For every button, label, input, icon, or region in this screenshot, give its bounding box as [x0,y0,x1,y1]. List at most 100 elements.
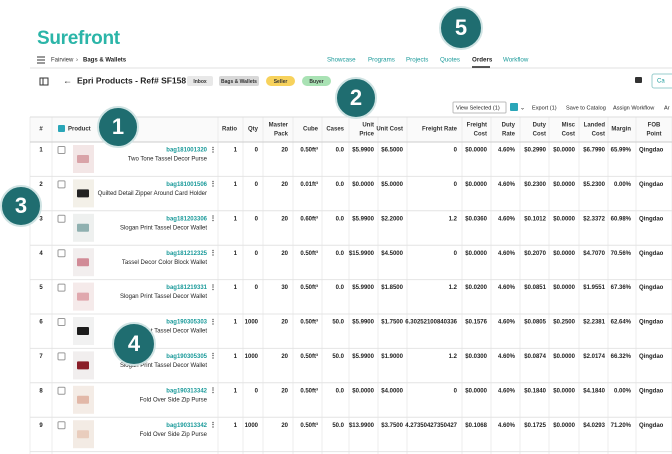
column-header[interactable]: Cost [592,132,605,138]
column-header[interactable]: Unit Cost [376,127,403,133]
column-header[interactable]: Cube [303,127,319,133]
cell: Qingdao [639,388,664,394]
panel-icon[interactable] [39,77,49,86]
row-checkbox[interactable] [57,146,66,154]
tag [187,76,213,86]
logo[interactable]: Surefront [37,28,121,49]
row-menu[interactable]: ⋮ [210,146,217,154]
cell: 20 [281,423,288,429]
column-header[interactable]: Landed [584,123,606,129]
nav-link[interactable]: Quotes [440,57,460,64]
product-code[interactable]: bag181212325 [166,251,207,257]
nav-link[interactable]: Workflow [503,57,529,64]
product-code[interactable]: bag190313342 [166,423,207,429]
row-menu[interactable]: ⋮ [210,283,217,291]
column-header[interactable]: Point [647,132,662,138]
column-header[interactable]: Cost [474,132,487,138]
column-header[interactable]: Freight [467,123,487,129]
callout-circle [112,322,156,366]
cell: 0.0 [336,148,345,154]
column-header[interactable]: Freight Rate [422,127,458,133]
cell: 1.2 [449,216,458,222]
cell: 20 [281,388,288,394]
toolbar-item[interactable]: View Selected (1) [456,105,500,111]
column-header[interactable]: Duty [533,123,547,129]
product-code[interactable]: bag181219331 [166,285,207,291]
column-header[interactable]: Rate [502,132,516,138]
column-header[interactable]: Unit [362,123,374,129]
product-code[interactable]: bag181203306 [166,216,207,222]
row-checkbox[interactable] [57,318,66,326]
product-code[interactable]: bag181001506 [166,182,207,188]
toolbar-item[interactable]: Assign Workflow [613,105,655,111]
callout-number: 5 [455,15,467,40]
tag-label: Seller [274,79,288,85]
product-thumbnail-item [77,189,89,198]
row-menu[interactable]: ⋮ [210,387,217,395]
row-menu[interactable]: ⋮ [210,180,217,188]
cell: Qingdao [639,423,664,429]
column-header[interactable]: Pack [274,132,289,138]
column-header[interactable]: Misc [562,123,576,129]
column-header[interactable]: Qty [248,127,259,133]
cell: 0.0 [336,216,345,222]
row-number: 5 [39,285,43,291]
header-checkbox[interactable] [58,125,65,132]
toolbar-item[interactable]: Save to Catalog [566,105,606,111]
callout-number: 3 [15,193,27,218]
column-header[interactable]: Price [359,132,374,138]
row-checkbox[interactable] [57,214,66,223]
column-header[interactable]: Product [68,127,91,133]
column-header[interactable]: # [39,127,43,133]
product-thumbnail-item [77,223,89,232]
product-code[interactable]: bag190305303 [166,320,207,326]
select-checkbox[interactable] [510,103,518,111]
column-header[interactable]: Margin [611,127,631,133]
product-thumbnail-item [77,258,89,267]
cell: $0.0300 [465,354,487,360]
cell: 20 [281,182,288,188]
row-checkbox[interactable] [57,386,66,395]
column-header[interactable]: FOB [648,123,661,129]
column-header[interactable]: Cost [562,132,575,138]
toolbar-item[interactable]: Export (1) [532,105,557,111]
row-menu[interactable]: ⋮ [210,249,217,257]
row-menu[interactable]: ⋮ [210,421,217,429]
product-code[interactable]: bag181001320 [166,148,207,154]
column-header[interactable]: Ratio [222,127,237,133]
nav-link[interactable]: Programs [368,57,395,64]
nav-link[interactable]: Projects [406,57,428,64]
row-checkbox[interactable] [57,249,66,258]
cell: 4.60% [498,354,516,360]
row-checkbox[interactable] [57,283,66,292]
column-header[interactable]: Master [269,123,289,129]
breadcrumb-separator: › [76,58,78,64]
row-checkbox[interactable] [57,352,66,361]
breadcrumb[interactable]: Fairview [51,58,74,64]
product-code[interactable]: bag190313342 [166,388,207,394]
nav-link[interactable]: Orders [472,57,493,64]
cell: $2.2000 [381,216,403,222]
row-menu[interactable]: ⋮ [210,215,217,223]
product-code[interactable]: bag190305305 [166,354,207,360]
row-menu[interactable]: ⋮ [210,352,217,360]
cell: $5.9900 [352,216,374,222]
column-header[interactable]: Cost [533,132,546,138]
cell: $5.9900 [352,285,374,291]
row-checkbox[interactable] [57,421,66,430]
header-button[interactable] [651,73,672,89]
chat-icon[interactable] [635,77,642,83]
column-header[interactable]: Duty [502,123,516,129]
back-arrow[interactable]: ← [63,75,72,85]
cell: $0.0200 [465,285,487,291]
column-header[interactable]: Cases [326,127,344,133]
row-number: 3 [39,216,43,222]
nav-link[interactable]: Showcase [327,57,356,64]
header-button-label[interactable]: Ca [657,79,665,85]
menu-icon[interactable] [37,56,45,64]
dropdown[interactable] [452,101,507,114]
breadcrumb[interactable]: Bags & Wallets [83,58,127,64]
row-checkbox[interactable] [57,180,66,189]
toolbar-item[interactable]: Ar [664,105,670,111]
row-menu[interactable]: ⋮ [210,318,217,326]
